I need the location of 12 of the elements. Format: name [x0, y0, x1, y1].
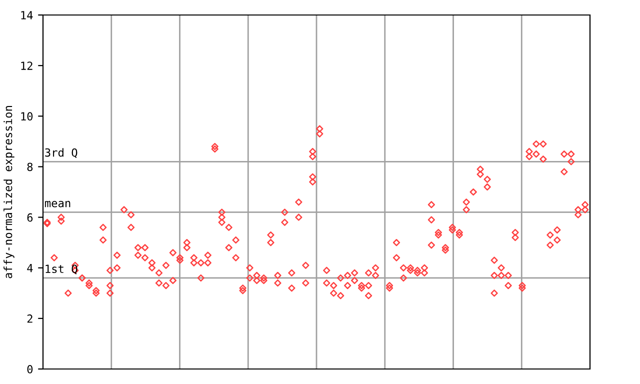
- ref-line-label: 1st Q: [46, 264, 78, 274]
- y-tick-label: 4: [27, 264, 33, 272]
- y-tick-label: 14: [21, 11, 33, 20]
- y-axis-title: affy-normalized expression: [4, 106, 14, 278]
- y-tick-label: 2: [27, 314, 32, 323]
- y-tick-label: 6: [27, 213, 33, 222]
- y-tick-label: 0: [27, 365, 33, 374]
- y-tick-label: 10: [21, 112, 33, 121]
- ref-line-label: mean: [44, 200, 70, 208]
- y-tick-label: 8: [27, 162, 33, 172]
- ref-line-label: 3rd Q: [45, 148, 78, 158]
- y-tick-label: 12: [21, 62, 32, 70]
